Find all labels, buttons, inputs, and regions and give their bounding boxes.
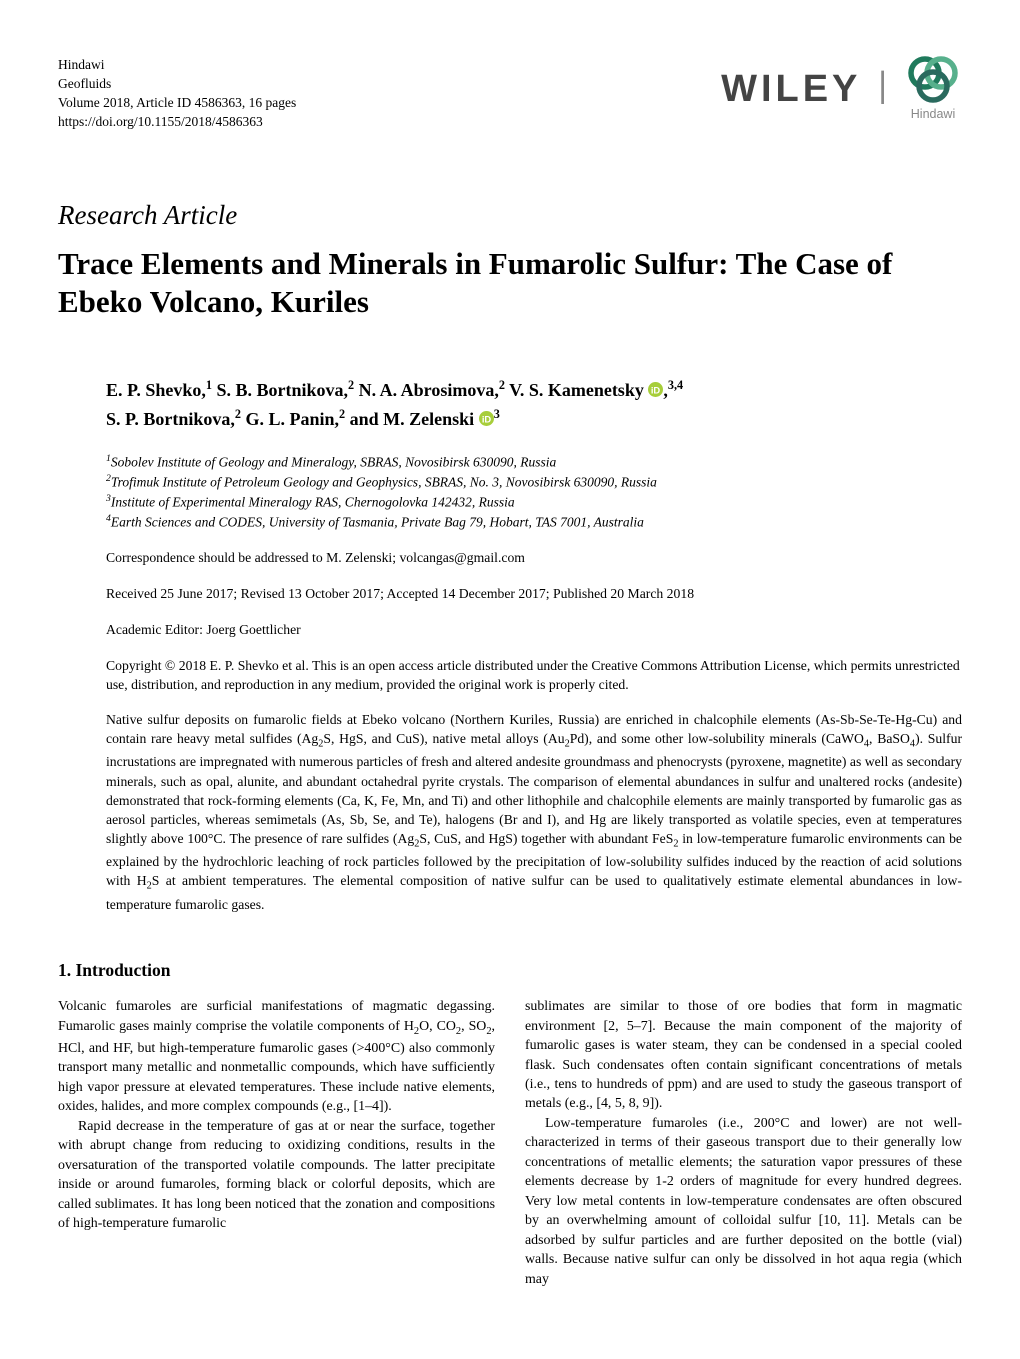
copyright-notice: Copyright © 2018 E. P. Shevko et al. Thi… — [106, 656, 962, 694]
header-row: Hindawi Geofluids Volume 2018, Article I… — [58, 56, 962, 132]
col2-para1: sublimates are similar to those of ore b… — [525, 997, 962, 1114]
orcid-icon: iD — [479, 411, 494, 426]
affiliation-item: 4Earth Sciences and CODES, University of… — [106, 512, 962, 532]
journal-info: Hindawi Geofluids Volume 2018, Article I… — [58, 56, 296, 132]
col1-para2: Rapid decrease in the temperature of gas… — [58, 1117, 495, 1234]
article-title: Trace Elements and Minerals in Fumarolic… — [58, 245, 962, 323]
academic-editor: Academic Editor: Joerg Goettlicher — [106, 620, 962, 640]
publisher-logos: WILEY ⎮ Hindawi — [721, 56, 962, 123]
column-right: sublimates are similar to those of ore b… — [525, 997, 962, 1289]
logo-separator: ⎮ — [875, 69, 890, 110]
body-columns: Volcanic fumaroles are surficial manifes… — [58, 997, 962, 1289]
orcid-icon: iD — [648, 382, 663, 397]
wiley-logo: WILEY — [721, 62, 861, 117]
hindawi-rings-icon — [904, 56, 962, 104]
col2-para2: Low-temperature fumaroles (i.e., 200°C a… — [525, 1114, 962, 1289]
svg-text:iD: iD — [482, 414, 492, 424]
abstract-text: Native sulfur deposits on fumarolic fiel… — [106, 710, 962, 914]
authors-line-1: E. P. Shevko,1 S. B. Bortnikova,2 N. A. … — [106, 376, 962, 405]
column-left: Volcanic fumaroles are surficial manifes… — [58, 997, 495, 1289]
affiliation-item: 1Sobolev Institute of Geology and Minera… — [106, 452, 962, 472]
hindawi-text: Hindawi — [911, 105, 955, 123]
section-heading-introduction: 1. Introduction — [58, 958, 962, 983]
journal-name: Geofluids — [58, 75, 296, 94]
correspondence: Correspondence should be addressed to M.… — [106, 548, 962, 568]
hindawi-logo: Hindawi — [904, 56, 962, 123]
authors-line-2: S. P. Bortnikova,2 G. L. Panin,2 and M. … — [106, 405, 962, 434]
doi-link[interactable]: https://doi.org/10.1155/2018/4586363 — [58, 113, 296, 132]
article-dates: Received 25 June 2017; Revised 13 Octobe… — [106, 584, 962, 604]
affiliation-item: 3Institute of Experimental Mineralogy RA… — [106, 492, 962, 512]
affiliations-block: 1Sobolev Institute of Geology and Minera… — [106, 452, 962, 532]
svg-text:iD: iD — [651, 385, 661, 395]
authors-block: E. P. Shevko,1 S. B. Bortnikova,2 N. A. … — [106, 376, 962, 434]
affiliation-item: 2Trofimuk Institute of Petroleum Geology… — [106, 472, 962, 492]
article-type: Research Article — [58, 196, 962, 235]
volume-line: Volume 2018, Article ID 4586363, 16 page… — [58, 94, 296, 113]
col1-para1: Volcanic fumaroles are surficial manifes… — [58, 997, 495, 1117]
publisher: Hindawi — [58, 56, 296, 75]
